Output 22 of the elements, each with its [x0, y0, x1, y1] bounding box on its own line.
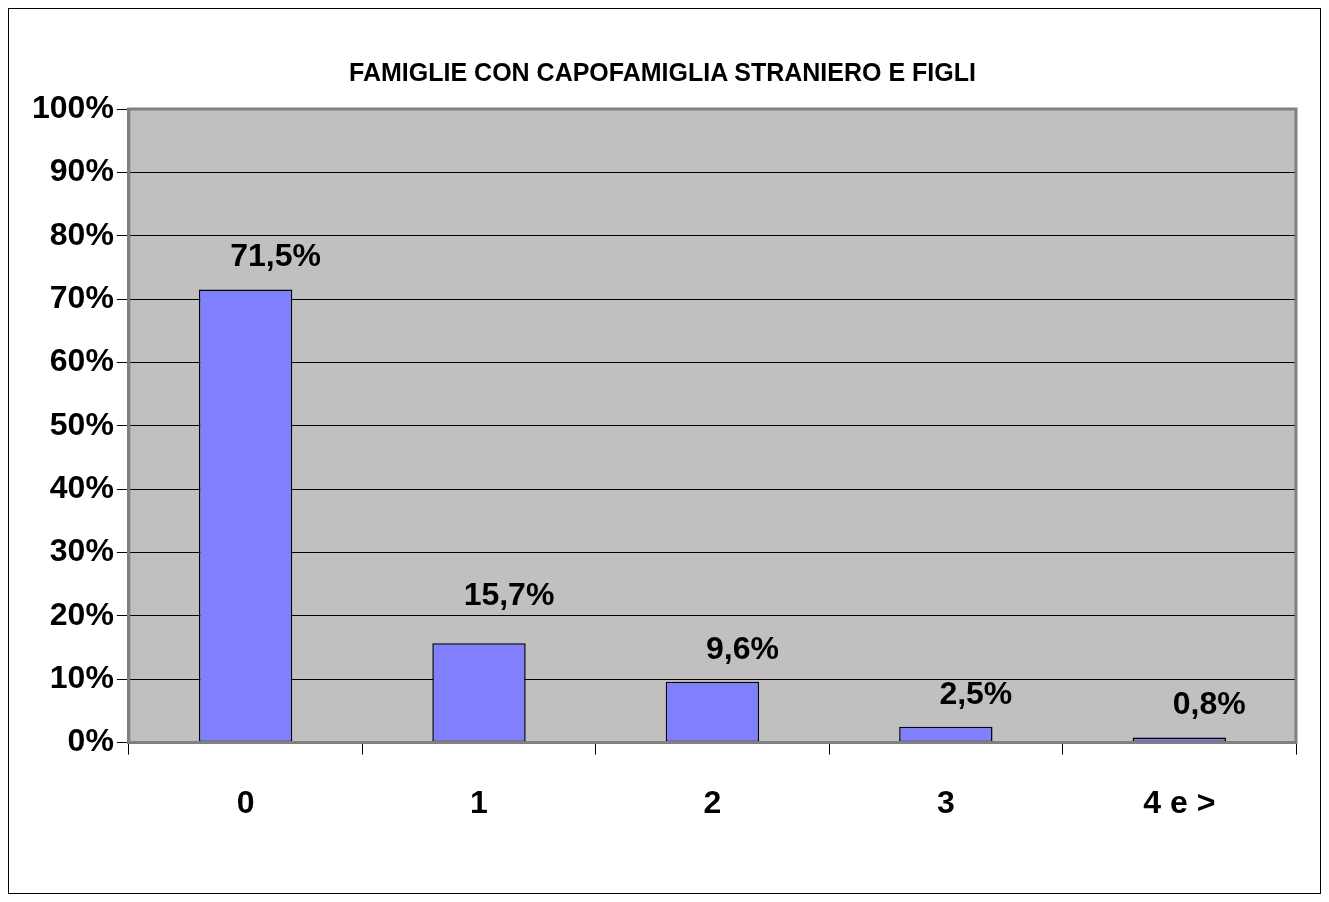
y-tick-label: 100% — [32, 88, 114, 125]
y-tick-label: 30% — [49, 532, 114, 569]
data-label: 15,7% — [463, 575, 555, 612]
x-tick-label: 3 — [936, 783, 955, 820]
x-tick-label: 1 — [470, 783, 488, 820]
y-tick-label: 60% — [49, 342, 114, 379]
y-tick-label: 40% — [49, 468, 114, 505]
x-tick-label: 0 — [236, 783, 255, 820]
chart-title: FAMIGLIE CON CAPOFAMIGLIA STRANIERO E FIGLI — [349, 57, 976, 86]
y-tick-label: 90% — [49, 152, 114, 189]
x-tick-label: 2 — [703, 783, 722, 820]
data-label: 2,5% — [939, 674, 1013, 711]
data-label: 9,6% — [705, 629, 779, 666]
y-tick-label: 20% — [49, 595, 114, 632]
data-label: 71,5% — [230, 237, 321, 274]
data-label: 0,8% — [1172, 685, 1246, 722]
x-tick-label: 4 e > — [1143, 783, 1216, 820]
y-tick-label: 50% — [49, 405, 114, 442]
y-tick-label: 10% — [49, 659, 114, 696]
y-tick-label: 70% — [49, 278, 114, 315]
y-tick-label: 0% — [67, 722, 114, 759]
y-tick-label: 80% — [49, 215, 114, 252]
